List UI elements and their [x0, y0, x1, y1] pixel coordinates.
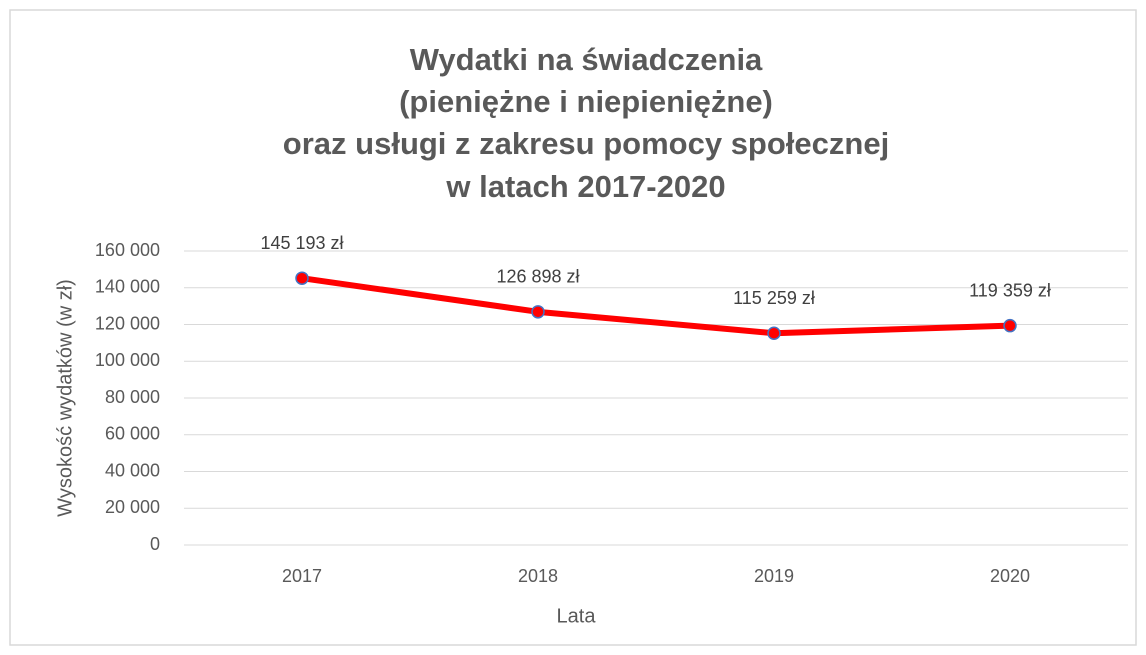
data-label: 115 259 zł: [733, 288, 815, 308]
data-label: 119 359 zł: [969, 280, 1051, 300]
data-point: [1003, 318, 1017, 333]
x-tick-label: 2017: [282, 566, 322, 586]
x-tick-label: 2020: [990, 566, 1030, 586]
x-tick-label: 2019: [754, 566, 794, 586]
chart-title: Wydatki na świadczenia: [410, 42, 763, 77]
y-tick-label: 0: [150, 534, 160, 554]
y-tick-label: 40 000: [105, 460, 160, 480]
chart-title: w latach 2017-2020: [445, 169, 725, 204]
y-tick-label: 100 000: [95, 350, 160, 370]
x-axis-label: Lata: [557, 605, 597, 627]
y-tick-label: 160 000: [95, 240, 160, 260]
y-tick-label: 120 000: [95, 313, 160, 333]
chart-title: oraz usługi z zakresu pomocy społecznej: [283, 126, 889, 161]
y-tick-label: 140 000: [95, 277, 160, 297]
chart-title: (pieniężne i niepieniężne): [399, 84, 773, 119]
y-axis-label: Wysokość wydatków (w zł): [54, 279, 76, 517]
data-point: [531, 305, 545, 319]
y-tick-label: 20 000: [105, 497, 160, 517]
data-point: [767, 326, 781, 340]
data-label: 126 898 zł: [496, 267, 579, 287]
data-point: [295, 271, 309, 285]
x-tick-label: 2018: [518, 566, 558, 586]
data-line: [299, 275, 1013, 337]
y-tick-label: 80 000: [105, 387, 160, 407]
data-label: 145 193 zł: [260, 233, 343, 253]
y-tick-label: 60 000: [105, 424, 160, 444]
